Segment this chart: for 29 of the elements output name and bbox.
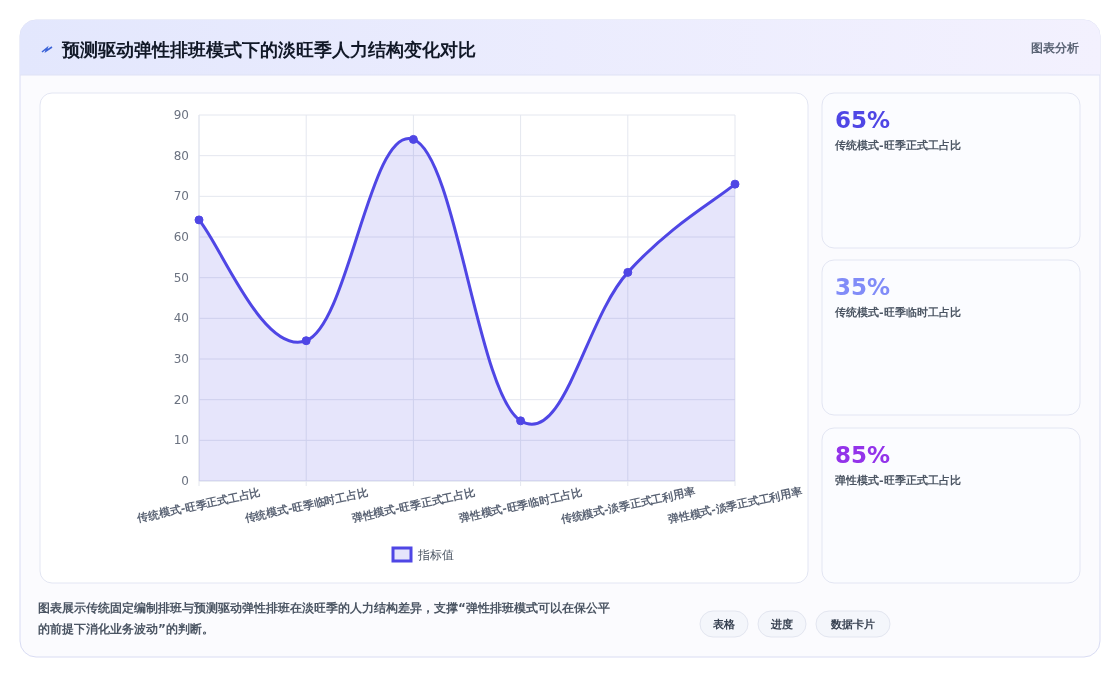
text: 35% [835, 274, 891, 300]
text: 传统模式-旺季临时工占比 [834, 306, 961, 319]
y-tick-label: 60 [173, 230, 189, 244]
y-tick-label: 90 [173, 108, 189, 122]
text: 进度 [770, 618, 793, 631]
point [516, 416, 526, 426]
y-tick-label: 70 [173, 189, 189, 204]
point [408, 134, 418, 144]
y-tick-label: 20 [173, 392, 189, 407]
text: 弹性模式-旺季正式工占比 [835, 474, 961, 487]
y-tick-label: 0 [181, 474, 189, 488]
text: 图表分析 [1031, 41, 1079, 55]
legend-label: 指标值 [417, 548, 454, 562]
point [194, 215, 204, 225]
text: 数据卡片 [830, 618, 875, 631]
text: 传统模式-旺季正式工占比 [834, 139, 961, 152]
text: 85% [835, 442, 891, 468]
text: 表格 [712, 618, 736, 631]
text: 图表展示传统固定编制排班与预测驱动弹性排班在淡旺季的人力结构差异，支撑“弹性排班模式可以在保公平的前提下消化业务波动”的判断。 [38, 600, 611, 638]
chart-title: 预测驱动弹性排班模式下的淡旺季人力结构变化对比 [61, 39, 476, 60]
point [730, 179, 740, 189]
y-tick-label: 10 [173, 433, 189, 448]
point [623, 267, 633, 277]
y-tick-label: 80 [173, 148, 189, 163]
point [301, 336, 311, 346]
y-tick-label: 40 [173, 311, 189, 326]
y-tick-label: 30 [173, 352, 189, 366]
y-tick-label: 50 [173, 270, 189, 285]
text: 65% [835, 107, 891, 133]
